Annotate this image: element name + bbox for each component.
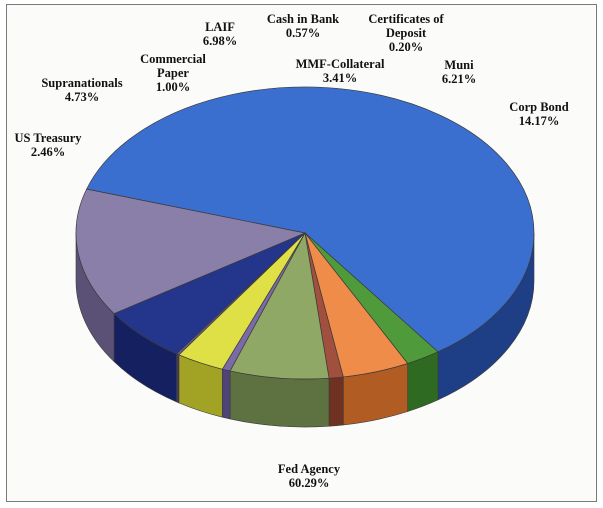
label-mmf-collateral: MMF-Collateral 3.41%	[296, 57, 385, 85]
slice-side-cash-in-bank	[222, 368, 231, 420]
slice-corp-bond	[75, 188, 307, 314]
slice-fed-agency	[86, 86, 535, 353]
label-corp-bond: Corp Bond 14.17%	[509, 100, 568, 128]
label-supranationals: Supranationals 4.73%	[41, 76, 122, 104]
slice-side-laif	[229, 370, 330, 428]
pie-chart: Fed Agency 60.29% US Treasury 2.46% Supranat…	[14, 12, 568, 490]
label-commercial-paper: Commercial Paper 1.00%	[140, 52, 206, 94]
label-certificates-of-deposit: Certificates of Deposit 0.20%	[368, 12, 444, 54]
label-muni: Muni 6.21%	[442, 58, 476, 86]
label-cash-in-bank: Cash in Bank 0.57%	[267, 12, 339, 40]
pie-labels: Fed Agency 60.29% US Treasury 2.46% Supranat…	[14, 12, 568, 490]
label-us-treasury: US Treasury 2.46%	[14, 131, 82, 159]
chart-frame: Fed Agency 60.29% US Treasury 2.46% Supranat…	[6, 4, 597, 502]
label-laif: LAIF 6.98%	[203, 20, 237, 48]
pie-slices	[75, 86, 535, 380]
slice-side-commercial-paper	[328, 376, 344, 427]
label-fed-agency: Fed Agency 60.29%	[278, 462, 341, 490]
slice-side-certificates-of-deposit	[176, 353, 180, 404]
